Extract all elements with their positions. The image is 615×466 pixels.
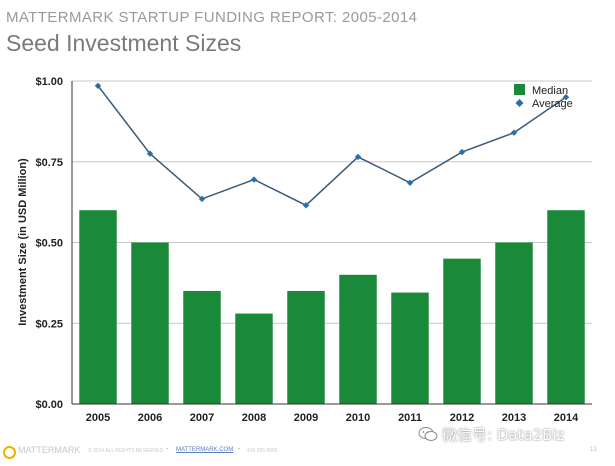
x-tick-label: 2008 [242, 412, 266, 424]
x-tick-label: 2014 [554, 412, 579, 424]
page-number: 13 [590, 447, 597, 453]
x-tick-label: 2010 [346, 412, 370, 424]
line-layer [94, 82, 570, 209]
slide-title: Seed Investment Sizes [6, 30, 242, 56]
bar-median [131, 242, 169, 404]
footer-phone: 415 555 5555 [247, 448, 278, 454]
y-tick-label: $1.00 [35, 76, 63, 88]
bar-median [339, 274, 377, 404]
y-tick-label: $0.00 [35, 399, 63, 411]
y-tick-label: $0.50 [35, 238, 63, 250]
wechat-icon [418, 427, 438, 441]
bar-median [287, 290, 325, 404]
bar-median [495, 242, 533, 404]
bar-median [547, 210, 585, 404]
footer-copyright: © 2014 ALL RIGHTS RESERVED [88, 448, 164, 454]
x-tick-label: 2006 [138, 412, 162, 424]
point-average [354, 153, 362, 161]
y-axis-label: Investment Size (in USD Million) [17, 158, 29, 326]
line-average [97, 85, 567, 207]
watermark-text: 微信号: Data2Biz [442, 426, 565, 444]
footer: MATTERMARK © 2014 ALL RIGHTS RESERVED • … [0, 440, 615, 466]
y-tick-label: $0.25 [35, 318, 63, 330]
wechat-watermark: 微信号: Data2Biz [418, 424, 565, 446]
y-tick-label: $0.75 [35, 157, 63, 169]
point-average [510, 129, 518, 136]
point-average [406, 179, 414, 186]
footer-separator: • [238, 447, 241, 453]
point-average [94, 82, 102, 90]
bar-median [79, 210, 117, 404]
legend-swatch-average [515, 99, 524, 107]
footer-logo-text: MATTERMARK [18, 445, 81, 455]
point-average [198, 195, 206, 203]
mattermark-logo-icon [3, 446, 16, 459]
x-tick-label: 2012 [450, 412, 474, 424]
legend-label-average: Average [532, 98, 573, 110]
legend-label-median: Median [532, 85, 568, 97]
bars-layer [79, 210, 585, 404]
report-title: MATTERMARK STARTUP FUNDING REPORT: 2005-… [6, 9, 418, 26]
x-tick-label: 2007 [190, 412, 214, 424]
footer-link[interactable]: MATTERMARK.COM [176, 447, 234, 453]
point-average [458, 148, 466, 156]
seed-investment-chart: $0.00 $0.25 $0.50 $0.75 $1.00 2005 2006 2007 200… [17, 76, 592, 424]
point-average [302, 202, 310, 209]
bar-median [443, 258, 481, 404]
bar-median [391, 292, 429, 404]
footer-separator: • [166, 447, 169, 453]
x-tick-label: 2011 [398, 412, 422, 424]
x-tick-label: 2005 [86, 412, 110, 424]
point-average [146, 150, 154, 157]
point-average [562, 93, 570, 101]
legend-swatch-median [514, 84, 525, 95]
x-tick-label: 2013 [502, 412, 526, 424]
point-average [250, 176, 258, 183]
x-tick-label: 2009 [294, 412, 318, 424]
bar-median [235, 313, 273, 404]
axis-layer: $0.00 $0.25 $0.50 $0.75 $1.00 2005 2006 2007 200… [35, 76, 592, 424]
bar-median [183, 290, 221, 404]
